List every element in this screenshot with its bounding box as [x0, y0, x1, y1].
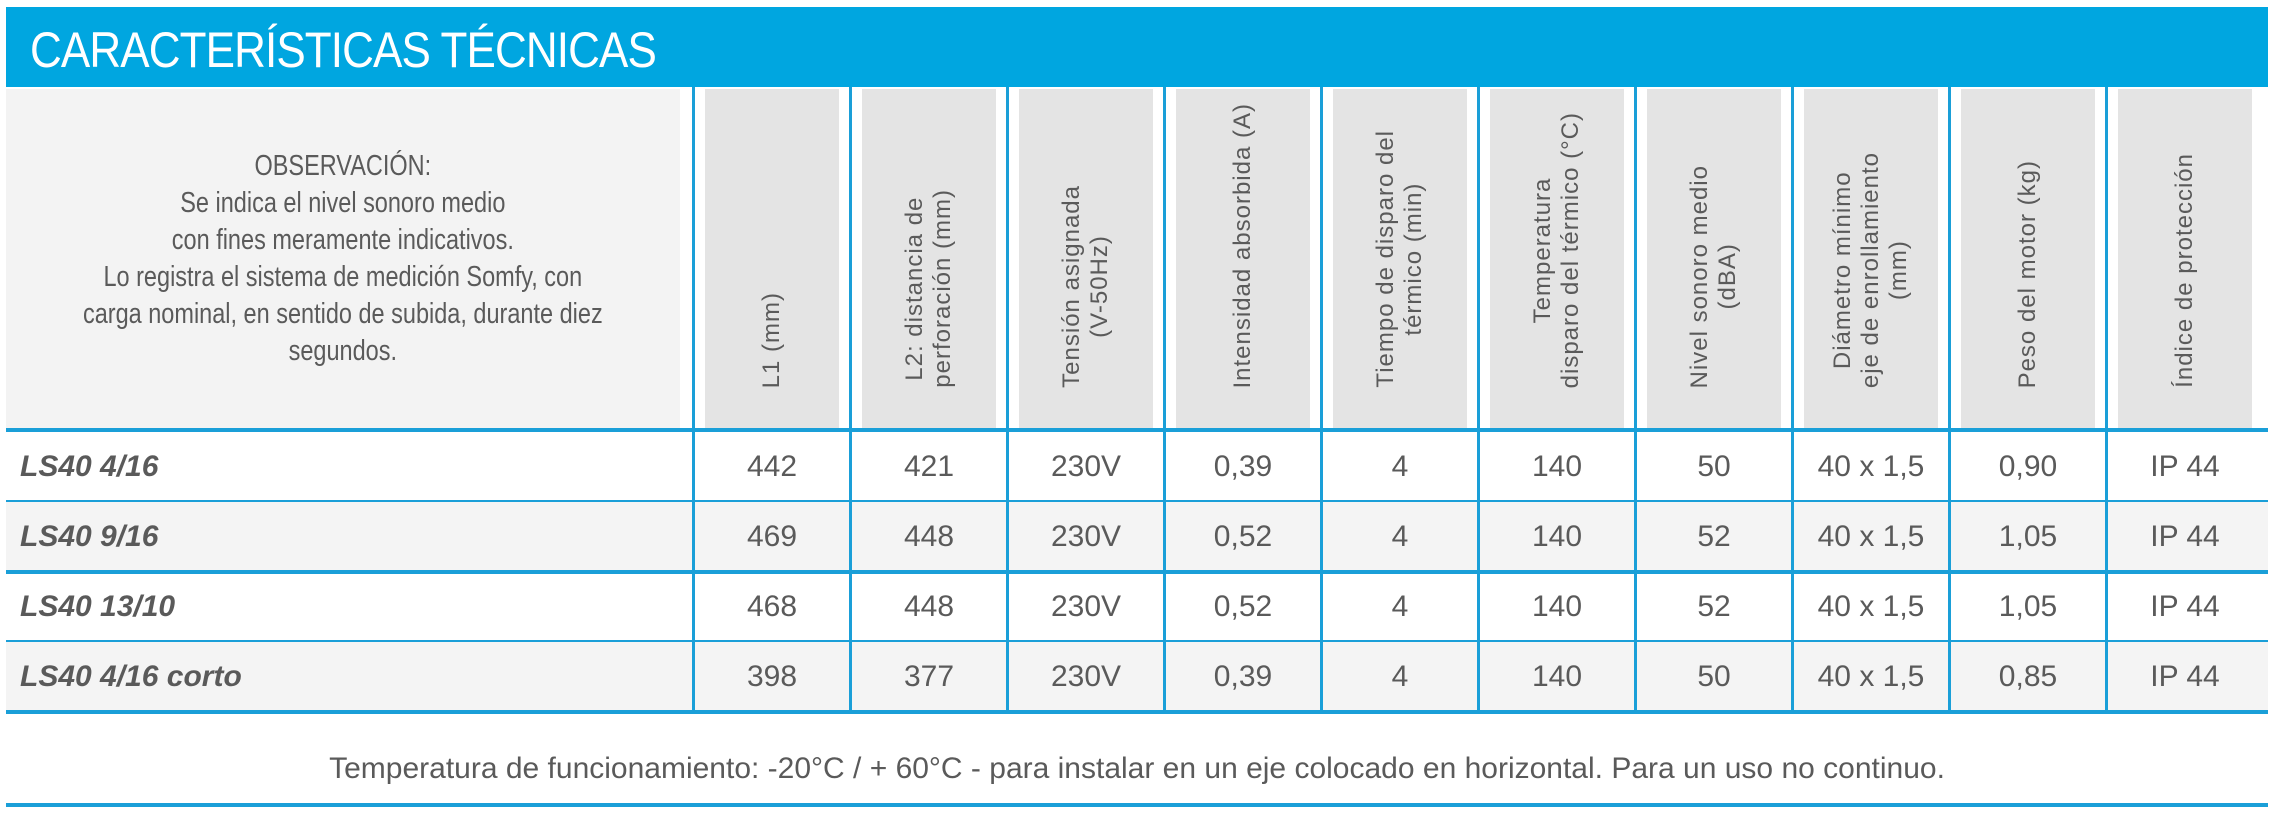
table-cell: 1,05	[1948, 572, 2105, 642]
table-row: LS40 4/16 corto 398 377 230V 0,39 4 140 50 40 x …	[6, 642, 2268, 712]
model-name: LS40 9/16	[20, 520, 159, 553]
table-cell: 448	[849, 572, 1006, 642]
table-cell: 140	[1477, 572, 1634, 642]
footer-note: Temperatura de funcionamiento: -20°C / +…	[329, 752, 1945, 785]
table-cell: 140	[1477, 502, 1634, 572]
table-cell: 0,90	[1948, 432, 2105, 502]
model-name: LS40 4/16	[20, 450, 159, 483]
column-header: Peso del motor (kg)	[1948, 87, 2105, 430]
observation-line: OBSERVACIÓN:	[254, 149, 432, 182]
table-row: LS40 4/16 442 421 230V 0,39 4 140 50 40 x 1,5 0,9…	[6, 432, 2268, 502]
table-cell: 52	[1634, 572, 1791, 642]
table-cell: 230V	[1006, 642, 1163, 712]
table-cell: 377	[849, 642, 1006, 712]
table-cell: 230V	[1006, 432, 1163, 502]
column-header-label: Intensidad absorbida (A)	[1229, 102, 1256, 389]
column-header-bg: Diámetro mínimo eje de enrollamiento (mm…	[1804, 89, 1938, 428]
column-header-bg: Peso del motor (kg)	[1961, 89, 2095, 428]
table-row: LS40 13/10 468 448 230V 0,52 4 140 52 40 x 1,5 1,…	[6, 572, 2268, 642]
table-cell: IP 44	[2105, 642, 2262, 712]
column-header-bg: L2: distancia de perforación (mm)	[862, 89, 996, 428]
table-row: LS40 9/16 469 448 230V 0,52 4 140 52 40 x 1,5 1,0…	[6, 502, 2268, 572]
column-header-label: L2: distancia de perforación (mm)	[901, 189, 956, 388]
column-header-bg: Nivel sonoro medio (dBA)	[1647, 89, 1781, 428]
column-header: L1 (mm)	[692, 87, 849, 430]
column-header-label: Temperatura disparo del térmico (°C)	[1529, 111, 1584, 388]
table-cell: 0,52	[1163, 502, 1320, 572]
model-name: LS40 13/10	[20, 590, 176, 623]
table-cell: 52	[1634, 502, 1791, 572]
column-header-label: L1 (mm)	[758, 291, 785, 388]
table-cell: 40 x 1,5	[1791, 502, 1948, 572]
column-header-bg: L1 (mm)	[705, 89, 839, 428]
observation-line: con fines meramente indicativos.	[171, 223, 515, 256]
table-cell: 0,52	[1163, 572, 1320, 642]
column-header-label: Diámetro mínimo eje de enrollamiento (mm…	[1829, 151, 1912, 388]
observation-line: segundos.	[288, 334, 398, 367]
page-title: CARACTERÍSTICAS TÉCNICAS	[30, 22, 657, 78]
column-header: Intensidad absorbida (A)	[1163, 87, 1320, 430]
divider	[6, 570, 2268, 574]
column-header-label: Índice de protección	[2171, 153, 2198, 388]
table-cell: 50	[1634, 642, 1791, 712]
table-cell: 40 x 1,5	[1791, 642, 1948, 712]
column-header-label: Tensión asignada (V-50Hz)	[1058, 185, 1113, 388]
column-header-bg: Temperatura disparo del térmico (°C)	[1490, 89, 1624, 428]
table-cell: 4	[1320, 502, 1477, 572]
column-header: Temperatura disparo del térmico (°C)	[1477, 87, 1634, 430]
observation-line: carga nominal, en sentido de subida, dur…	[83, 297, 603, 330]
column-header: L2: distancia de perforación (mm)	[849, 87, 1006, 430]
table-cell: 448	[849, 502, 1006, 572]
table-cell: 230V	[1006, 502, 1163, 572]
observation-line: Se indica el nivel sonoro medio	[180, 186, 506, 219]
column-header-bg: Intensidad absorbida (A)	[1176, 89, 1310, 428]
model-name: LS40 4/16 corto	[20, 660, 242, 693]
table-cell: 469	[692, 502, 849, 572]
table-cell: 421	[849, 432, 1006, 502]
column-header-bg: Índice de protección	[2118, 89, 2252, 428]
table-header: OBSERVACIÓN: Se indica el nivel sonoro m…	[6, 87, 2268, 430]
column-header-label: Nivel sonoro medio (dBA)	[1686, 164, 1741, 388]
column-header: Nivel sonoro medio (dBA)	[1634, 87, 1791, 430]
column-header-bg: Tiempo de disparo del térmico (min)	[1333, 89, 1467, 428]
observation-note: OBSERVACIÓN: Se indica el nivel sonoro m…	[6, 89, 680, 428]
column-header-label: Tiempo de disparo del térmico (min)	[1372, 130, 1427, 388]
table-cell: 442	[692, 432, 849, 502]
divider	[6, 710, 2268, 714]
table-cell: 4	[1320, 642, 1477, 712]
table-cell: 40 x 1,5	[1791, 432, 1948, 502]
table-cell: 230V	[1006, 572, 1163, 642]
column-header: Índice de protección	[2105, 87, 2262, 430]
table-cell: 140	[1477, 432, 1634, 502]
divider	[6, 803, 2268, 807]
column-header: Tiempo de disparo del térmico (min)	[1320, 87, 1477, 430]
title-bar: CARACTERÍSTICAS TÉCNICAS	[6, 7, 2268, 87]
table-cell: IP 44	[2105, 502, 2262, 572]
table-cell: 140	[1477, 642, 1634, 712]
table-cell: 40 x 1,5	[1791, 572, 1948, 642]
table-cell: 0,39	[1163, 432, 1320, 502]
column-header: Diámetro mínimo eje de enrollamiento (mm…	[1791, 87, 1948, 430]
table-cell: 1,05	[1948, 502, 2105, 572]
column-header-bg: Tensión asignada (V-50Hz)	[1019, 89, 1153, 428]
table-cell: 0,85	[1948, 642, 2105, 712]
column-header: Tensión asignada (V-50Hz)	[1006, 87, 1163, 430]
table-cell: 398	[692, 642, 849, 712]
table-cell: 468	[692, 572, 849, 642]
column-header-label: Peso del motor (kg)	[2014, 159, 2041, 388]
table-cell: 50	[1634, 432, 1791, 502]
table-cell: 4	[1320, 572, 1477, 642]
table-cell: 4	[1320, 432, 1477, 502]
table-cell: IP 44	[2105, 432, 2262, 502]
table-cell: 0,39	[1163, 642, 1320, 712]
observation-line: Lo registra el sistema de medición Somfy…	[103, 260, 583, 293]
divider	[6, 428, 2268, 432]
table-cell: IP 44	[2105, 572, 2262, 642]
